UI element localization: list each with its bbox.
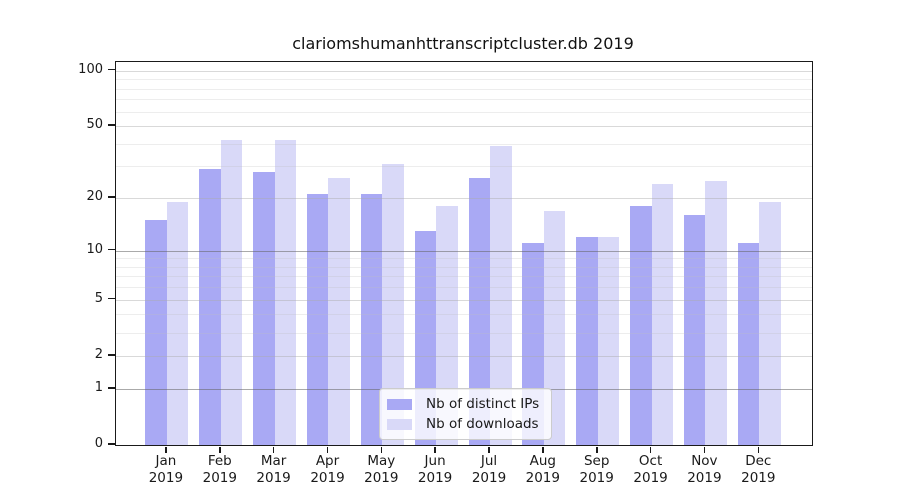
x-tick-mark (380, 447, 383, 453)
bar-distinct-ips-feb (199, 169, 221, 445)
y-tick-mark (108, 354, 115, 356)
y-tick-mark (108, 248, 115, 251)
x-tick-label-jan: Jan 2019 (148, 453, 184, 486)
x-tick-label-mar: Mar 2019 (256, 453, 291, 486)
gridline-y-9 (116, 258, 812, 260)
x-tick-mark (219, 447, 221, 453)
y-tick-label-10: 10 (86, 241, 103, 257)
bar-distinct-ips-dec (737, 243, 760, 445)
y-tick-label-20: 20 (86, 189, 103, 204)
legend-label-downloads: Nb of downloads (426, 416, 539, 432)
gridline-y-6 (116, 287, 812, 289)
legend-label-distinct-ips: Nb of distinct IPs (426, 396, 540, 412)
bar-downloads-may (382, 163, 404, 445)
x-tick-label-apr: Apr 2019 (310, 453, 345, 486)
y-tick-mark (108, 297, 115, 300)
bar-distinct-ips-jul (468, 177, 490, 445)
legend-row: Nb of distinct IPs (387, 396, 539, 412)
y-tick-mark (108, 196, 115, 198)
x-tick-label-jun: Jun 2019 (417, 453, 453, 486)
gridline-y-20 (116, 198, 812, 199)
x-tick-mark (542, 447, 544, 453)
bar-downloads-sep (597, 236, 620, 445)
x-tick-mark (326, 447, 329, 453)
y-tick-label-100: 100 (78, 61, 103, 77)
gridline-y-70 (116, 99, 812, 101)
bar-downloads-oct (651, 183, 674, 445)
bar-distinct-ips-nov (683, 215, 706, 445)
x-tick-mark (272, 447, 275, 453)
gridline-y-40 (116, 143, 812, 145)
gridline-y-5 (116, 299, 812, 301)
legend-swatch-downloads (387, 418, 412, 430)
y-tick-label-1: 1 (94, 379, 103, 395)
legend-swatch-distinct-ips (387, 398, 412, 410)
gridline-y-4 (116, 314, 812, 316)
gridline-y-90 (116, 79, 812, 81)
bar-downloads-nov (705, 180, 727, 445)
x-tick-label-oct: Oct 2019 (633, 453, 668, 486)
x-tick-label-sep: Sep 2019 (579, 453, 614, 486)
x-tick-mark (165, 447, 167, 453)
x-tick-mark (488, 447, 490, 453)
y-tick-label-2: 2 (94, 346, 103, 362)
legend-row: Nb of downloads (387, 416, 539, 432)
gridline-y-100 (116, 70, 812, 72)
gridline-y-8 (116, 266, 812, 268)
bar-distinct-ips-may (360, 194, 383, 445)
bar-downloads-aug (543, 210, 566, 445)
x-tick-label-aug: Aug 2019 (525, 453, 560, 486)
bar-distinct-ips-jan (145, 220, 167, 445)
y-tick-mark (108, 387, 115, 389)
y-tick-mark (108, 443, 115, 445)
x-tick-mark (757, 447, 759, 453)
gridline-y-80 (116, 88, 812, 90)
x-tick-mark (649, 447, 652, 453)
legend: Nb of distinct IPs Nb of downloads (379, 388, 553, 440)
gridline-y-10 (116, 250, 812, 252)
y-tick-mark (108, 68, 115, 71)
bar-downloads-mar (274, 139, 297, 445)
bar-distinct-ips-sep (576, 236, 598, 445)
bar-downloads-feb (220, 139, 243, 445)
x-tick-mark (434, 447, 436, 453)
y-tick-label-0: 0 (94, 436, 103, 451)
bar-distinct-ips-mar (253, 171, 275, 445)
x-tick-label-dec: Dec 2019 (741, 453, 776, 486)
bar-downloads-jun (436, 206, 458, 445)
bar-downloads-apr (328, 177, 350, 445)
y-tick-mark (108, 124, 115, 126)
gridline-y-50 (116, 126, 812, 127)
bar-downloads-jul (490, 145, 512, 445)
plot-area (115, 61, 813, 446)
gridline-y-3 (116, 332, 812, 334)
gridline-y-60 (116, 111, 812, 113)
x-tick-label-nov: Nov 2019 (687, 453, 722, 486)
gridline-y-30 (116, 166, 812, 168)
x-tick-label-feb: Feb 2019 (202, 453, 237, 486)
x-tick-label-jul: Jul 2019 (471, 453, 507, 486)
bar-downloads-dec (759, 202, 781, 445)
x-tick-label-may: May 2019 (364, 453, 399, 486)
gridline-y-7 (116, 276, 812, 278)
y-tick-label-5: 5 (94, 290, 103, 306)
chart-title: clariomshumanhttranscriptcluster.db 2019 (292, 34, 634, 53)
bar-distinct-ips-oct (630, 206, 652, 445)
gridline-y-2 (116, 355, 812, 357)
x-tick-mark (596, 447, 598, 453)
y-tick-label-50: 50 (86, 117, 103, 132)
bar-distinct-ips-apr (306, 194, 329, 445)
x-tick-mark (703, 447, 706, 453)
bar-downloads-jan (166, 202, 189, 445)
